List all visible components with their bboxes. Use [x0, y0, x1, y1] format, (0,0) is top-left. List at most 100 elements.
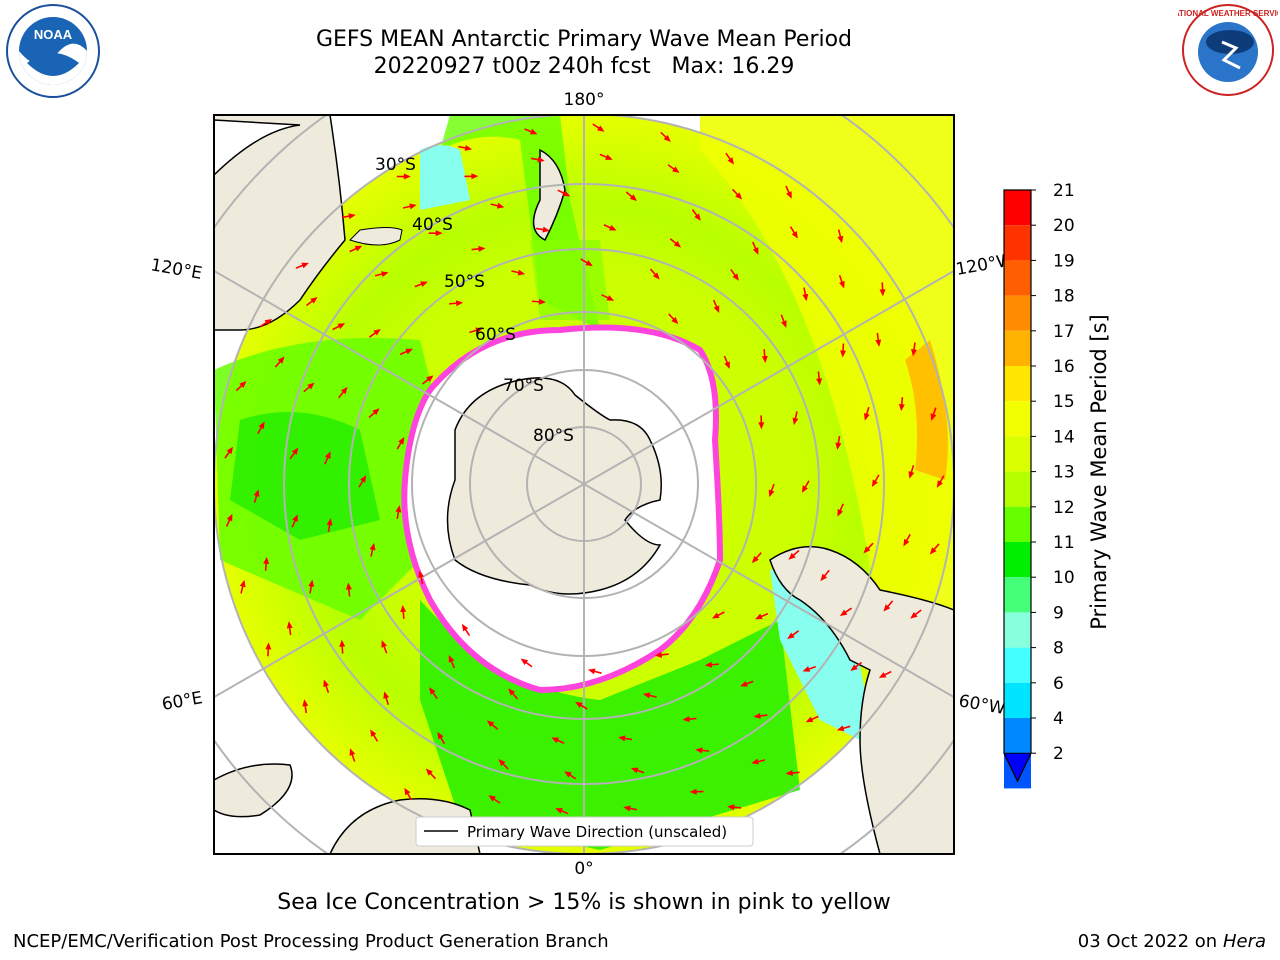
wave-arrowhead [654, 651, 663, 658]
legend-label: Primary Wave Direction (unscaled) [467, 823, 727, 841]
wave-arrowhead [488, 795, 496, 802]
colorbar-segment [1004, 542, 1031, 578]
colorbar-segment [1004, 577, 1031, 613]
wave-arrowhead [398, 437, 405, 445]
colorbar-tick-label: 12 [1053, 498, 1075, 518]
wave-arrowhead [455, 300, 464, 307]
wave-arrowhead [871, 479, 878, 488]
wave-arrowhead [517, 269, 526, 276]
wave-arrowhead [785, 769, 793, 776]
meridian-label-top: 180° [564, 90, 605, 110]
colorbar-segment [1004, 366, 1031, 402]
wave-arrowhead [672, 166, 680, 173]
wave-arrowhead [585, 260, 593, 267]
wave-arrowhead [239, 380, 247, 388]
colorbar-segment [1004, 330, 1031, 366]
footer-date: 03 Oct 2022 on Hera [1078, 931, 1266, 952]
wave-arrowhead [878, 672, 887, 678]
colorbar-segment [1004, 682, 1031, 718]
wave-arrowhead [787, 632, 795, 639]
wave-arrowhead [542, 226, 550, 233]
wave-arrowhead [735, 192, 743, 200]
wave-arrowhead [732, 273, 739, 281]
wave-arrowhead [381, 640, 388, 648]
wave-arrowhead [301, 262, 309, 269]
wave-arrowhead [508, 688, 516, 696]
wave-arrowhead [239, 579, 246, 588]
wave-arrowhead [903, 538, 910, 547]
wave-arrowhead [712, 612, 720, 619]
wave-arrowhead [786, 191, 792, 199]
wave-arrowhead [403, 173, 411, 180]
colorbar-segment [1004, 506, 1031, 542]
nws-logo: NATIONAL WEATHER SERVICE [1178, 4, 1278, 96]
wave-arrowhead [537, 156, 545, 163]
wave-arrowhead [724, 361, 730, 369]
wave-arrowhead [258, 421, 265, 430]
colorbar-segment [1004, 647, 1031, 683]
colorbar-segment [1004, 295, 1031, 331]
wave-arrowhead [409, 203, 417, 210]
wave-arrowhead [642, 692, 651, 699]
parallel-label-40: 40°S [412, 215, 453, 235]
colorbar-tick-label: 2 [1053, 744, 1064, 764]
parallel-label-80: 80°S [533, 426, 574, 446]
wave-arrowhead [564, 771, 572, 778]
colorbar-segment [1004, 612, 1031, 648]
wave-arrowhead [475, 327, 483, 334]
wave-arrowhead [555, 808, 563, 814]
wave-arrowhead [286, 621, 293, 629]
wave-arrowhead [370, 729, 377, 737]
wave-arrowhead [349, 748, 356, 756]
wave-arrowhead [863, 413, 870, 421]
colorbar-tick-label: 8 [1053, 639, 1064, 659]
footer-branch: NCEP/EMC/Verification Post Processing Pr… [13, 931, 609, 952]
wave-arrowhead [226, 513, 233, 522]
map-legend: Primary Wave Direction (unscaled) [415, 816, 754, 847]
colorbar-tick-label: 14 [1053, 427, 1075, 447]
wave-arrowhead [360, 475, 367, 483]
wave-arrowhead [663, 134, 671, 142]
wave-arrowhead [837, 235, 844, 244]
wave-arrowhead [435, 230, 443, 237]
colorbar-tick-label: 21 [1053, 181, 1075, 201]
wave-arrowhead [936, 480, 943, 488]
australia [214, 115, 346, 331]
wave-arrowhead [780, 320, 787, 328]
wave-arrowhead [323, 679, 329, 688]
wave-arrowhead [689, 788, 697, 795]
colorbar-segment [1004, 225, 1031, 261]
wave-arrowhead [761, 355, 768, 364]
wave-arrowhead [339, 639, 346, 647]
wave-arrowhead [354, 245, 363, 252]
wave-arrowhead [910, 611, 918, 619]
wave-arrowhead [605, 154, 613, 160]
colorbar-tick-label: 6 [1053, 674, 1064, 694]
wave-arrowhead [704, 661, 713, 668]
wave-arrowhead [373, 329, 381, 336]
wave-arrowhead [805, 716, 814, 723]
wave-arrowhead [629, 194, 638, 201]
title-line-2: 20220927 t00z 240h fcst Max: 16.29 [373, 54, 795, 79]
wave-arrowhead [694, 213, 701, 221]
wave-arrowhead [752, 247, 759, 255]
wave-arrowhead [372, 408, 380, 416]
wave-arrowhead [265, 642, 272, 650]
wave-arrowhead [802, 293, 809, 302]
colorbar: 21 20 19 18 17 16 15 14 13 12 11 10 9 8 6 4 2 [1003, 181, 1075, 789]
colorbar-tick-label: 18 [1053, 287, 1075, 307]
wave-arrowhead [264, 318, 273, 326]
wave-arrowhead [292, 514, 298, 523]
wave-arrowhead [478, 245, 486, 252]
wave-arrowhead [751, 758, 759, 765]
wave-arrowhead [418, 570, 424, 578]
wave-arrowhead [802, 666, 811, 672]
wave-arrowhead [429, 687, 436, 695]
title-line-1: GEFS MEAN Antarctic Primary Wave Mean Pe… [315, 27, 853, 52]
wave-arrowhead [630, 767, 639, 774]
footer-host: Hera [1222, 931, 1266, 952]
wave-arrowhead [758, 422, 765, 430]
wave-arrowhead [695, 747, 703, 754]
wave-arrowhead [253, 489, 260, 497]
